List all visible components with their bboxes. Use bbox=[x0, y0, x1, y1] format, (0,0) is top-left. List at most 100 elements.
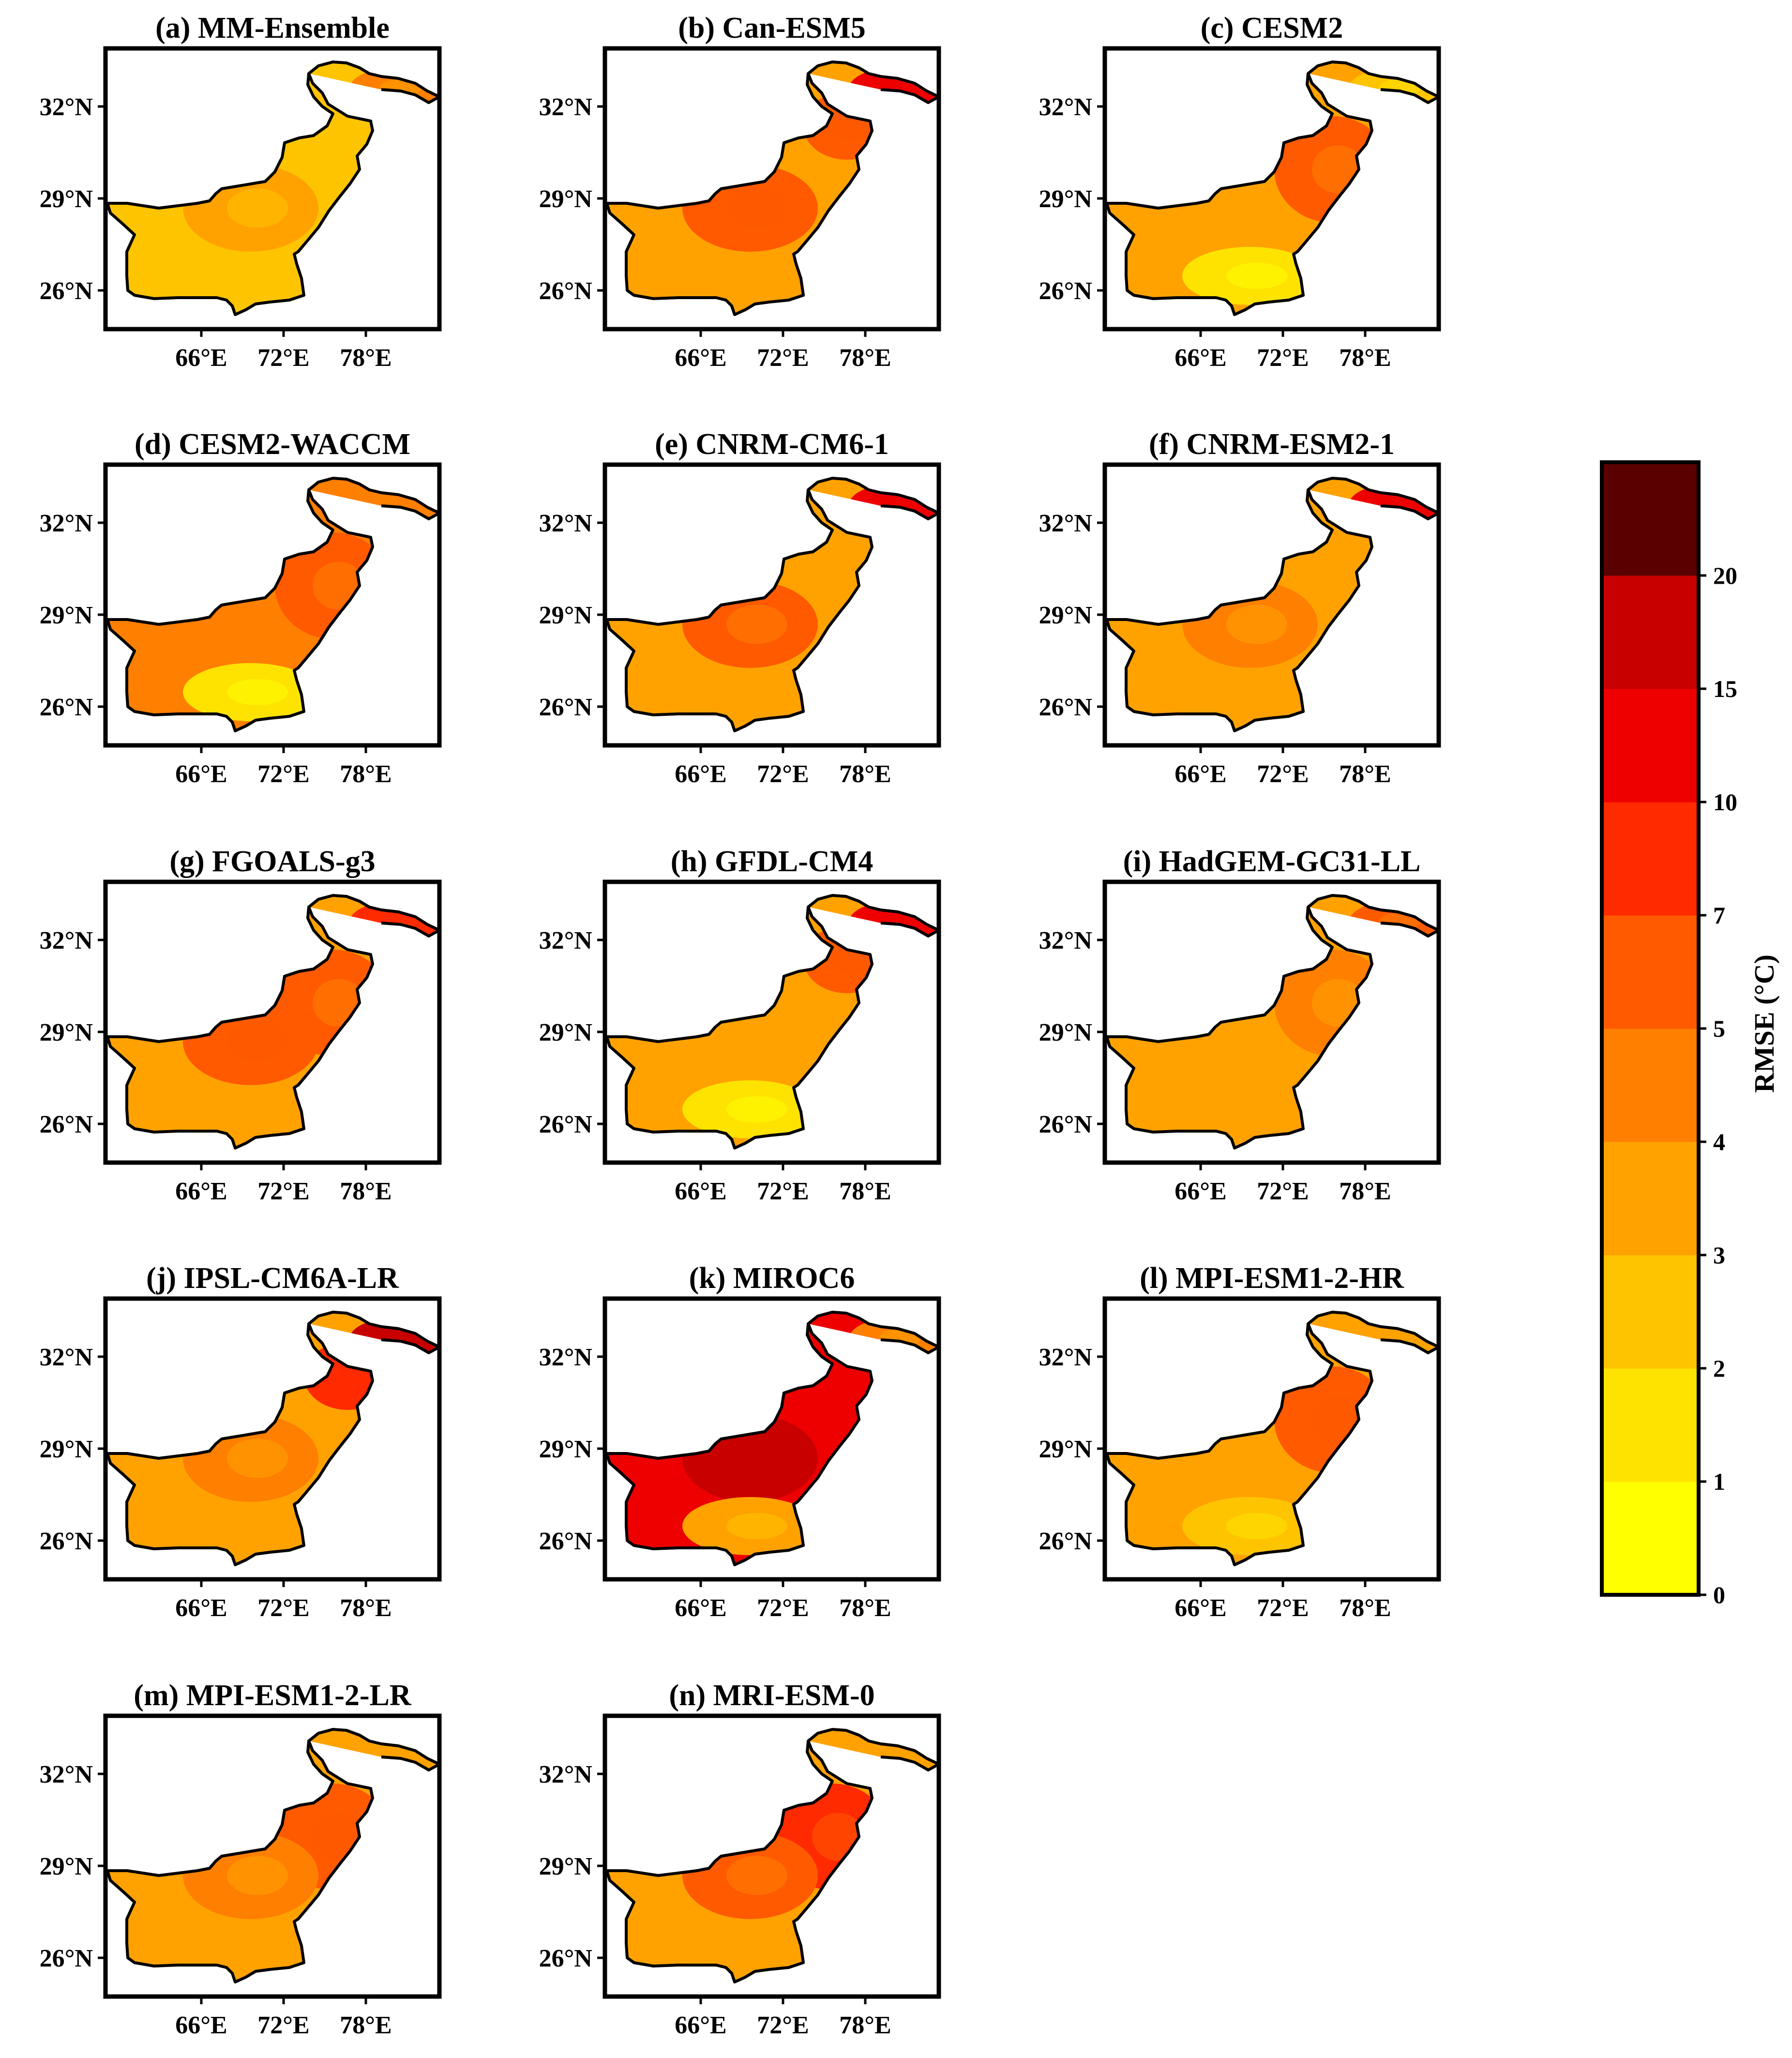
country-border bbox=[605, 477, 940, 732]
lat-tick-label: 32°N bbox=[40, 1761, 93, 1788]
colorbar-segment bbox=[1602, 689, 1699, 802]
lat-tick-label: 32°N bbox=[1039, 510, 1092, 537]
colorbar-tick-label: 4 bbox=[1713, 1128, 1725, 1155]
lat-tick-label: 26°N bbox=[1039, 277, 1092, 305]
panel-title: (h) GFDL-CM4 bbox=[671, 845, 873, 878]
panel-title: (f) CNRM-ESM2-1 bbox=[1149, 428, 1395, 461]
lon-tick-label: 72°E bbox=[257, 760, 309, 788]
map-panel: (b) Can-ESM5 32°N 29°N 26°N 66°E 72°E 78°E bbox=[539, 12, 941, 372]
rmse-hotspot-inner bbox=[726, 605, 787, 644]
lon-tick-label: 78°E bbox=[1339, 1594, 1391, 1622]
lat-tick-label: 29°N bbox=[539, 1019, 592, 1046]
map-panel: (c) CESM2 32°N 29°N 26°N 66°E 72°E 78°E bbox=[1039, 12, 1441, 372]
lon-tick-label: 78°E bbox=[839, 1594, 891, 1622]
lon-tick-label: 72°E bbox=[257, 1178, 309, 1205]
colorbar-tick-label: 15 bbox=[1713, 675, 1737, 702]
rmse-hotspot-inner bbox=[726, 1856, 787, 1895]
map-panel: (j) IPSL-CM6A-LR 32°N 29°N 26°N 66°E 72°E 78°E bbox=[40, 1262, 442, 1622]
lon-tick-label: 78°E bbox=[340, 1178, 392, 1205]
lon-tick-label: 78°E bbox=[839, 760, 891, 788]
lon-tick-label: 66°E bbox=[1175, 760, 1226, 788]
lat-tick-label: 32°N bbox=[40, 927, 93, 954]
panel-title: (c) CESM2 bbox=[1201, 12, 1343, 45]
lat-tick-label: 26°N bbox=[40, 277, 93, 305]
panel-title: (a) MM-Ensemble bbox=[155, 12, 390, 45]
country-border bbox=[106, 1311, 441, 1566]
rmse-hotspot-inner bbox=[1226, 1513, 1287, 1539]
lat-tick-label: 29°N bbox=[40, 185, 93, 213]
colorbar-tick-label: 5 bbox=[1713, 1015, 1725, 1042]
lon-tick-label: 66°E bbox=[675, 2012, 726, 2039]
colorbar-tick-label: 2 bbox=[1713, 1355, 1725, 1382]
lon-tick-label: 66°E bbox=[175, 2012, 227, 2039]
rmse-hotspot-inner bbox=[1226, 605, 1287, 644]
panel-title: (g) FGOALS-g3 bbox=[169, 845, 375, 878]
lat-tick-label: 26°N bbox=[40, 1945, 93, 1972]
country-border bbox=[106, 894, 441, 1150]
lat-tick-label: 32°N bbox=[539, 1344, 592, 1371]
lat-tick-label: 29°N bbox=[1039, 185, 1092, 213]
colorbar: 0 1 2 3 4 5 7 10 15 20 RMSE (°C) bbox=[1600, 460, 1780, 1608]
map-panel: (k) MIROC6 32°N 29°N 26°N 66°E 72°E 78°E bbox=[539, 1262, 941, 1622]
lon-tick-label: 78°E bbox=[1339, 344, 1391, 372]
rmse-hotspot-inner bbox=[227, 188, 288, 228]
colorbar-tick-label: 1 bbox=[1713, 1468, 1725, 1495]
map-panel: (m) MPI-ESM1-2-LR 32°N 29°N 26°N 66°E 72°E 78°… bbox=[40, 1679, 442, 2039]
colorbar-tick-label: 7 bbox=[1713, 902, 1725, 929]
lon-tick-label: 78°E bbox=[1339, 760, 1391, 788]
country-border bbox=[106, 61, 441, 316]
lat-tick-label: 26°N bbox=[40, 1528, 93, 1555]
panel-title: (n) MRI-ESM-0 bbox=[669, 1679, 874, 1712]
lat-tick-label: 32°N bbox=[40, 93, 93, 121]
colorbar-tick-label: 0 bbox=[1713, 1581, 1725, 1608]
panel-title: (j) IPSL-CM6A-LR bbox=[146, 1262, 399, 1295]
lon-tick-label: 66°E bbox=[1175, 1594, 1226, 1622]
lat-tick-label: 26°N bbox=[40, 694, 93, 721]
panel-title: (m) MPI-ESM1-2-LR bbox=[134, 1679, 412, 1712]
map-panels: (a) MM-Ensemble 32°N 29°N 26°N 66°E 72°E 78°E (… bbox=[40, 12, 1441, 2039]
lat-tick-label: 26°N bbox=[1039, 1528, 1092, 1555]
panel-title: (l) MPI-ESM1-2-HR bbox=[1140, 1262, 1404, 1295]
rmse-hotspot-inner bbox=[227, 1856, 288, 1895]
map-panel: (d) CESM2-WACCM 32°N 29°N 26°N 66°E 72°E 78°E bbox=[40, 428, 442, 788]
lon-tick-label: 66°E bbox=[675, 760, 726, 788]
lon-tick-label: 78°E bbox=[340, 2012, 392, 2039]
lon-tick-label: 66°E bbox=[675, 1178, 726, 1205]
lat-tick-label: 29°N bbox=[539, 1853, 592, 1880]
country-border bbox=[1105, 477, 1440, 732]
lat-tick-label: 26°N bbox=[1039, 694, 1092, 721]
colorbar-tick-label: 10 bbox=[1713, 788, 1737, 816]
lon-tick-label: 78°E bbox=[340, 1594, 392, 1622]
lon-tick-label: 72°E bbox=[1257, 344, 1309, 372]
lat-tick-label: 32°N bbox=[539, 93, 592, 121]
country-border bbox=[1105, 61, 1440, 316]
lon-tick-label: 72°E bbox=[257, 1594, 309, 1622]
country-border bbox=[605, 1311, 940, 1566]
lat-tick-label: 29°N bbox=[539, 1436, 592, 1463]
lat-tick-label: 26°N bbox=[539, 694, 592, 721]
lat-tick-label: 26°N bbox=[40, 1111, 93, 1138]
panel-title: (k) MIROC6 bbox=[689, 1262, 855, 1295]
lon-tick-label: 72°E bbox=[757, 2012, 809, 2039]
lat-tick-label: 29°N bbox=[1039, 1436, 1092, 1463]
rmse-hotspot-inner bbox=[726, 188, 787, 228]
map-panel: (g) FGOALS-g3 32°N 29°N 26°N 66°E 72°E 78°E bbox=[40, 845, 442, 1205]
country-border bbox=[605, 894, 940, 1150]
lat-tick-label: 32°N bbox=[539, 927, 592, 954]
lat-tick-label: 26°N bbox=[1039, 1111, 1092, 1138]
lon-tick-label: 72°E bbox=[1257, 760, 1309, 788]
lat-tick-label: 29°N bbox=[40, 1436, 93, 1463]
country-border bbox=[605, 61, 940, 316]
colorbar-segment bbox=[1602, 1142, 1699, 1256]
lat-tick-label: 26°N bbox=[539, 277, 592, 305]
colorbar-segment bbox=[1602, 462, 1699, 576]
lat-tick-label: 32°N bbox=[1039, 93, 1092, 121]
lat-tick-label: 32°N bbox=[40, 1344, 93, 1371]
rmse-hotspot-inner bbox=[726, 1513, 787, 1539]
country-border bbox=[1105, 1311, 1440, 1566]
map-panel: (l) MPI-ESM1-2-HR 32°N 29°N 26°N 66°E 72°E 78°… bbox=[1039, 1262, 1441, 1622]
lon-tick-label: 72°E bbox=[1257, 1594, 1309, 1622]
lon-tick-label: 78°E bbox=[340, 344, 392, 372]
lon-tick-label: 72°E bbox=[757, 1594, 809, 1622]
